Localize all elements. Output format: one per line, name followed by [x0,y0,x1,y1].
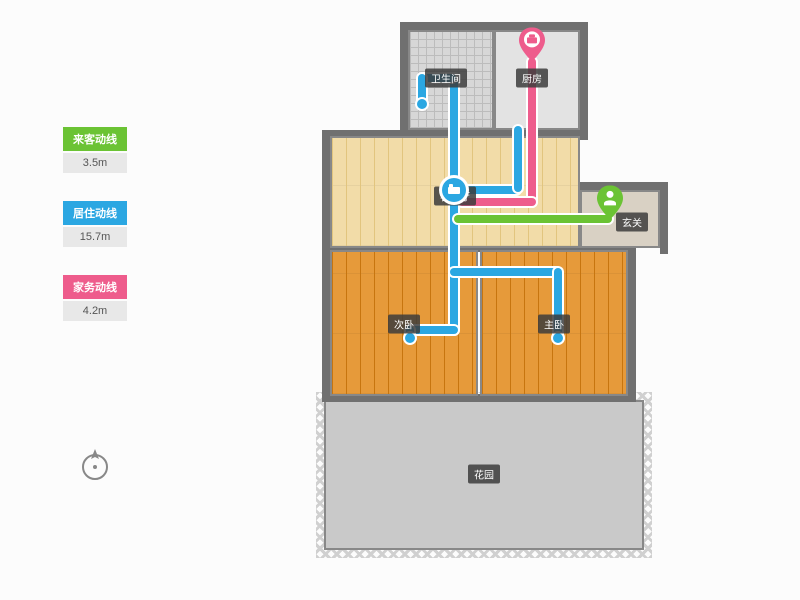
compass-icon [75,445,115,485]
legend-label-guest: 来客动线 [63,127,127,151]
legend-item-living: 居住动线 15.7m [63,201,127,247]
legend-value-chore: 4.2m [63,301,127,321]
bedroom2-label: 次卧 [388,315,420,334]
living-path-endpoint [405,333,415,343]
kitchen-label: 厨房 [516,69,548,88]
kitchen-marker [519,27,545,61]
living-path-segment [514,126,522,192]
floor-plan: 花园 卫生间 厨房 客餐厅 玄关 次卧 主卧 [310,18,670,578]
legend-value-living: 15.7m [63,227,127,247]
legend-label-chore: 家务动线 [63,275,127,299]
guest-path-segment [454,215,612,223]
living-path-endpoint [553,333,563,343]
legend-item-guest: 来客动线 3.5m [63,127,127,173]
living-path-segment [450,268,560,276]
living-path-endpoint [417,99,427,109]
entry-marker [597,185,623,219]
garden-label: 花园 [468,465,500,484]
legend-value-guest: 3.5m [63,153,127,173]
legend-label-living: 居住动线 [63,201,127,225]
bedroom1-label: 主卧 [538,315,570,334]
legend-item-chore: 家务动线 4.2m [63,275,127,321]
legend: 来客动线 3.5m 居住动线 15.7m 家务动线 4.2m [63,127,127,349]
living-marker [442,178,466,202]
bathroom-label: 卫生间 [425,69,467,88]
